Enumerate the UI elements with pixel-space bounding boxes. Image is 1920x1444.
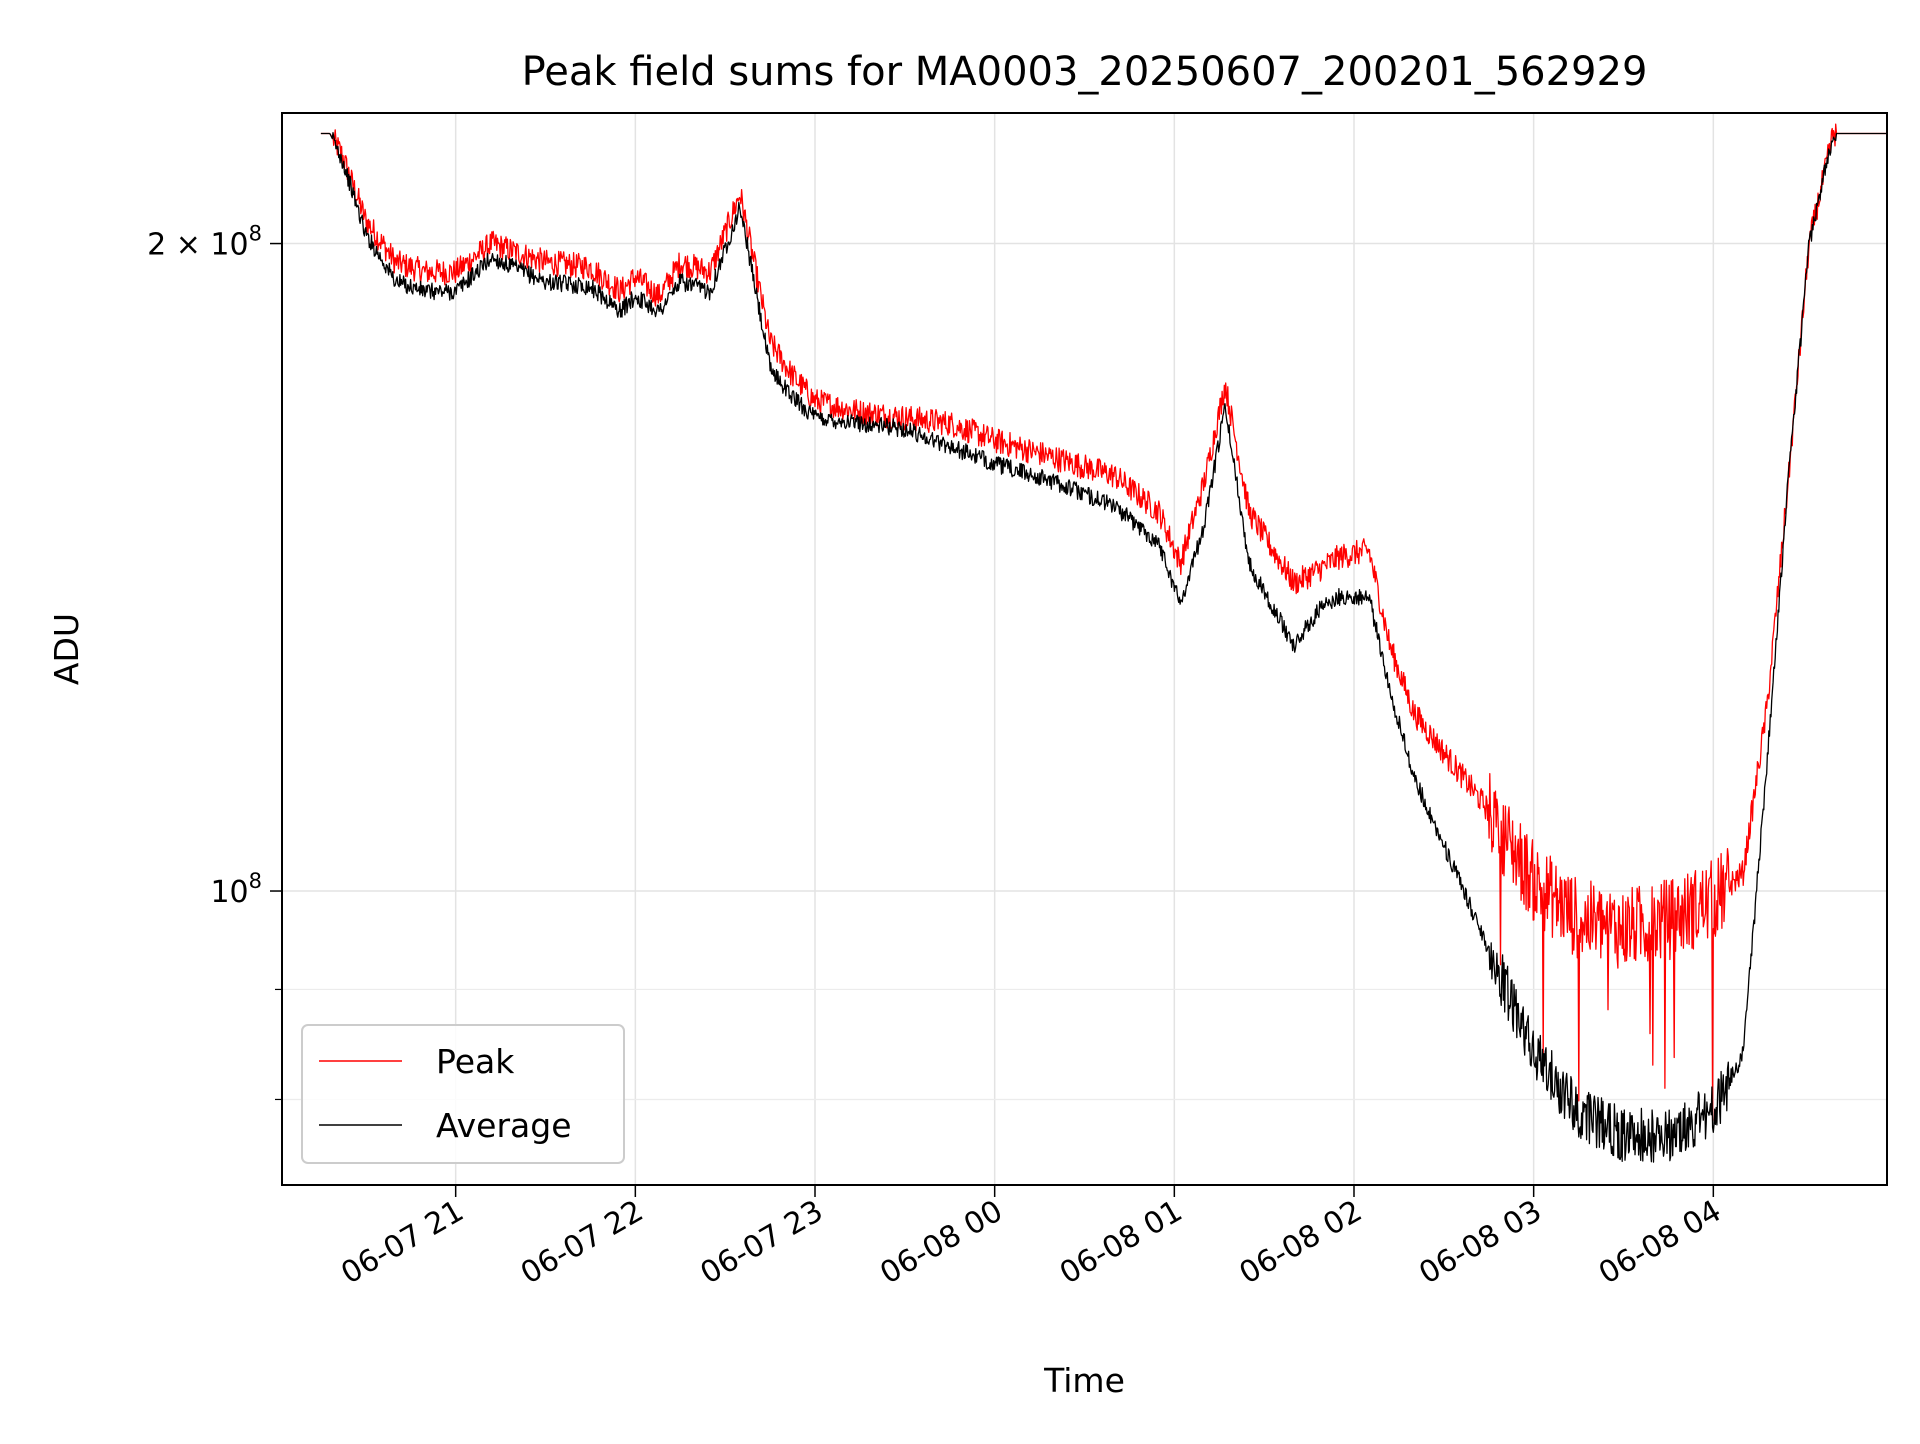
y-tick-label: 2 × 108: [147, 222, 262, 263]
series-layer: [320, 123, 1887, 1163]
y-tick-label: 108: [210, 869, 262, 910]
x-tick-label: 06-08 04: [1593, 1194, 1727, 1292]
x-tick-label: 06-07 23: [695, 1194, 829, 1292]
plot-frame: [281, 112, 1888, 1186]
x-tick-label: 06-07 22: [515, 1194, 649, 1292]
legend: Peak Average: [301, 1024, 625, 1164]
x-axis-label: Time: [1043, 1361, 1125, 1400]
series-line-average: [320, 132, 1887, 1163]
y-axis: 2 × 108 108: [147, 222, 282, 1101]
x-axis: 06-07 21 06-07 22 06-07 23 06-08 00 06-08 01…: [335, 1185, 1727, 1291]
x-tick-label: 06-08 02: [1234, 1194, 1368, 1292]
x-tick-label: 06-08 01: [1054, 1194, 1188, 1292]
legend-box: [301, 1024, 625, 1164]
x-tick-label: 06-08 03: [1413, 1194, 1547, 1292]
chart-title: Peak field sums for MA0003_20250607_2002…: [522, 49, 1648, 95]
x-tick-label: 06-07 21: [335, 1194, 469, 1292]
series-line-peak: [320, 123, 1887, 1122]
legend-label-average: Average: [436, 1106, 572, 1145]
legend-label-peak: Peak: [436, 1042, 515, 1081]
y-axis-label: ADU: [47, 613, 86, 685]
x-tick-label: 06-08 00: [874, 1194, 1008, 1292]
